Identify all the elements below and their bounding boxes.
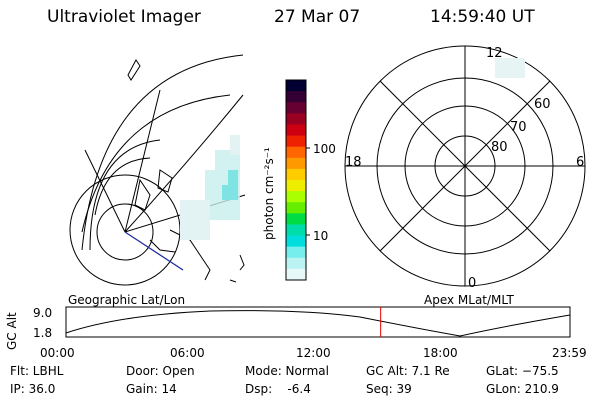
timeline-x-tick-1200: 12:00 <box>296 346 331 360</box>
mlt-label-18: 18 <box>345 155 362 170</box>
colorbar-band <box>286 168 306 181</box>
colorbar-band <box>286 191 306 203</box>
colorbar-band <box>286 80 306 92</box>
mlat-label-60: 60 <box>534 97 551 112</box>
timeline-y-axis-label: GC Alt <box>5 312 19 350</box>
glon-info: GLon: 210.9 <box>486 382 559 396</box>
gc-alt-info: GC Alt: 7.1 Re <box>366 364 450 378</box>
mlt-label-12: 12 <box>486 46 503 61</box>
timeline-plot <box>65 306 571 338</box>
colorbar <box>285 79 310 281</box>
timeline-x-tick-1800: 18:00 <box>423 346 458 360</box>
timeline-x-tick-0600: 06:00 <box>170 346 205 360</box>
colorbar-band <box>286 235 306 248</box>
colorbar-band <box>286 124 306 137</box>
glat-info: GLat: −75.5 <box>486 364 559 378</box>
colorbar-band <box>286 202 306 214</box>
ip-info: IP: 36.0 <box>10 382 56 396</box>
colorbar-band <box>286 268 306 281</box>
timeline-y-tick-low: 1.8 <box>33 326 53 340</box>
colorbar-band <box>286 91 306 103</box>
colorbar-band <box>286 213 306 225</box>
timeline-x-tick-2359: 23:59 <box>552 346 587 360</box>
colorbar-band <box>286 102 306 114</box>
apex-panel-label: Apex MLat/MLT <box>424 293 514 307</box>
seq-info: Seq: 39 <box>366 382 412 396</box>
mlt-label-0: 0 <box>468 276 477 291</box>
instrument-title: Ultraviolet Imager <box>47 7 201 27</box>
time-label: 14:59:40 UT <box>430 7 535 27</box>
door-info: Door: Open <box>126 364 195 378</box>
mlt-label-6: 6 <box>576 155 585 170</box>
colorbar-band <box>286 146 306 159</box>
colorbar-band <box>286 135 306 148</box>
colorbar-tick-100: 100 <box>313 142 336 156</box>
mlat-label-80: 80 <box>491 140 508 155</box>
colorbar-band <box>286 157 306 170</box>
colorbar-band <box>286 180 306 192</box>
timeline-x-tick-0000: 00:00 <box>40 346 75 360</box>
colorbar-tick-10: 10 <box>313 229 329 243</box>
geographic-panel-label: Geographic Lat/Lon <box>68 293 186 307</box>
colorbar-band <box>286 113 306 125</box>
filter-info: Flt: LBHL <box>10 364 64 378</box>
colorbar-band <box>286 257 306 270</box>
mode-info: Mode: Normal <box>245 364 329 378</box>
date-label: 27 Mar 07 <box>274 7 361 27</box>
colorbar-band <box>286 246 306 259</box>
mlat-label-70: 70 <box>510 120 527 135</box>
colorbar-band <box>286 224 306 237</box>
gain-info: Gain: 14 <box>126 382 177 396</box>
dsp-info: Dsp: -6.4 <box>245 382 311 396</box>
timeline-y-tick-high: 9.0 <box>33 306 53 320</box>
